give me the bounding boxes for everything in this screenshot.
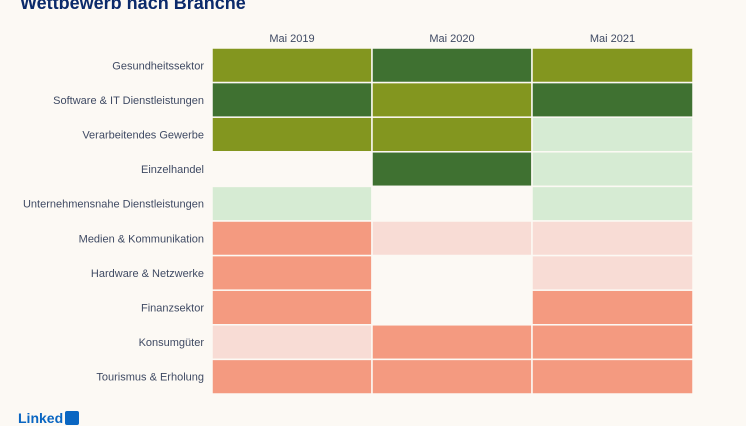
heatmap-cell xyxy=(531,324,694,361)
row-label: Gesundheitssektor xyxy=(112,60,204,72)
row-label: Software & IT Dienstleistungen xyxy=(53,95,204,107)
heatmap-cell xyxy=(531,254,694,291)
row-label: Medien & Kommunikation xyxy=(79,233,204,245)
heatmap-cell xyxy=(211,289,373,326)
heatmap-cell xyxy=(211,185,373,222)
heatmap-cell xyxy=(371,254,533,291)
heatmap-cell xyxy=(531,151,694,188)
heatmap-cell xyxy=(211,324,373,361)
heatmap-cell xyxy=(531,358,694,395)
row-label: Finanzsektor xyxy=(141,303,204,315)
row-label: Verarbeitendes Gewerbe xyxy=(82,130,204,142)
heatmap-cell xyxy=(211,220,373,257)
heatmap-cell xyxy=(371,151,533,188)
row-label: Hardware & Netzwerke xyxy=(91,268,204,280)
heatmap-cell xyxy=(531,81,694,118)
row-label: Unternehmensnahe Dienstleistungen xyxy=(23,199,204,211)
heatmap-cell xyxy=(211,81,373,118)
heatmap-cell xyxy=(211,151,373,188)
heatmap-cell xyxy=(211,358,373,395)
row-label: Einzelhandel xyxy=(141,164,204,176)
heatmap-cell xyxy=(371,220,533,257)
chart-title: Wettbewerb nach Branche xyxy=(20,0,246,13)
heatmap-cell xyxy=(531,220,694,257)
column-label: Mai 2021 xyxy=(590,33,635,45)
heatmap-cell xyxy=(371,358,533,395)
row-label: Konsumgüter xyxy=(139,337,205,349)
brand-in-box xyxy=(65,411,80,425)
heatmap-cell xyxy=(371,185,533,222)
heatmap-cell xyxy=(531,47,694,84)
heatmap-cell xyxy=(211,116,373,153)
heatmap-cell xyxy=(371,47,533,84)
heatmap-cell xyxy=(531,116,694,153)
brand-wordmark: Linked xyxy=(18,410,64,426)
heatmap-cell xyxy=(371,289,533,326)
heatmap-cell xyxy=(531,185,694,222)
column-label: Mai 2020 xyxy=(429,33,474,45)
heatmap-cell xyxy=(371,324,533,361)
heatmap-cell xyxy=(371,81,533,118)
heatmap-cell xyxy=(371,116,533,153)
heatmap-cell xyxy=(211,254,373,291)
column-label: Mai 2019 xyxy=(269,33,314,45)
row-label: Tourismus & Erholung xyxy=(96,372,204,384)
linkedin-logo: Linked xyxy=(18,410,80,426)
heatmap-cell xyxy=(211,47,373,84)
heatmap-cell xyxy=(531,289,694,326)
